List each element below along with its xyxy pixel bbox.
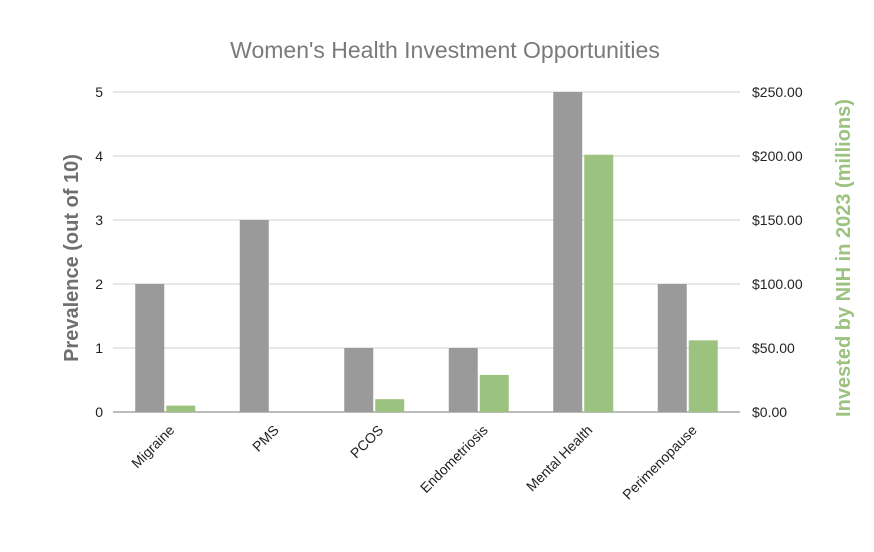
bar-prevalence xyxy=(135,284,165,412)
bar-prevalence xyxy=(553,92,583,412)
bar-nih-investment xyxy=(375,399,405,412)
left-tick-label: 0 xyxy=(95,404,103,420)
chart-title: Women's Health Investment Opportunities xyxy=(230,37,660,63)
right-tick-label: $150.00 xyxy=(752,212,803,228)
right-tick-label: $0.00 xyxy=(752,404,787,420)
bar-nih-investment xyxy=(688,340,718,412)
left-tick-label: 4 xyxy=(95,148,103,164)
bar-nih-investment xyxy=(166,405,196,412)
left-tick-label: 5 xyxy=(95,84,103,100)
bar-nih-investment xyxy=(584,154,614,412)
right-tick-label: $250.00 xyxy=(752,84,803,100)
category-label: Endometriosis xyxy=(417,422,491,496)
category-label: Mental Health xyxy=(523,422,595,494)
left-axis-ticks: 0 1 2 3 4 5 xyxy=(95,84,103,420)
category-label: Migraine xyxy=(128,422,177,471)
right-tick-label: $50.00 xyxy=(752,340,795,356)
category-label: PCOS xyxy=(347,422,386,461)
bar-prevalence xyxy=(448,348,478,412)
bar-prevalence xyxy=(344,348,374,412)
gridlines xyxy=(113,91,740,413)
right-tick-label: $100.00 xyxy=(752,276,803,292)
left-tick-label: 3 xyxy=(95,212,103,228)
left-axis-label: Prevalence (out of 10) xyxy=(61,154,83,362)
category-label: PMS xyxy=(249,422,282,455)
right-axis-label: Invested by NIH in 2023 (millions) xyxy=(833,99,855,417)
category-labels: Migraine PMS PCOS Endometriosis Mental Healt… xyxy=(128,422,700,503)
left-tick-label: 1 xyxy=(95,340,103,356)
bar-nih-investment xyxy=(479,374,509,412)
left-tick-label: 2 xyxy=(95,276,103,292)
category-label: Perimenopause xyxy=(619,422,700,503)
bars xyxy=(135,92,718,412)
right-tick-label: $200.00 xyxy=(752,148,803,164)
bar-prevalence xyxy=(239,220,269,412)
bar-prevalence xyxy=(657,284,687,412)
right-axis-ticks: $0.00 $50.00 $100.00 $150.00 $200.00 $250.00 xyxy=(752,84,803,420)
